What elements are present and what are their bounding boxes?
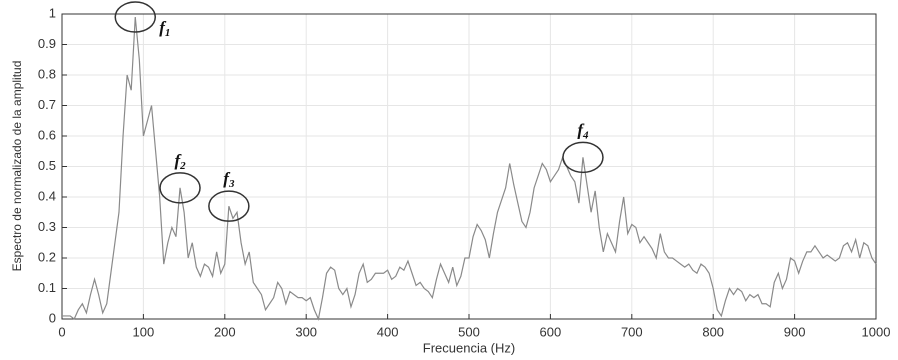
x-tick-label: 900 (784, 324, 806, 339)
annotation-letter: f (223, 169, 231, 188)
annotation-circle (562, 141, 604, 174)
annotation-circle (159, 172, 201, 204)
x-tick-label: 1000 (862, 324, 891, 339)
x-tick-label: 100 (133, 324, 155, 339)
y-tick-label: 0.7 (38, 97, 56, 112)
x-tick-label: 0 (58, 324, 65, 339)
x-tick-label: 400 (377, 324, 399, 339)
y-tick-label: 0.4 (38, 188, 56, 203)
data-line (62, 16, 877, 321)
x-tick-label: 800 (702, 324, 724, 339)
y-tick-label: 0.8 (38, 66, 56, 81)
y-tick-label: 0 (49, 310, 56, 325)
annotation-label: f1 (159, 18, 170, 39)
annotation-label: f3 (223, 169, 235, 190)
axes-box (61, 13, 877, 320)
annotation-circle (208, 190, 250, 222)
x-tick-label: 700 (621, 324, 643, 339)
x-tick-label: 200 (214, 324, 236, 339)
x-tick-label: 500 (458, 324, 480, 339)
y-tick-label: 0.9 (38, 36, 56, 51)
annotation-letter: f (577, 120, 585, 139)
y-tick-label: 0.6 (38, 127, 56, 142)
y-tick-label: 1 (49, 5, 56, 20)
annotation-letter: f (159, 18, 167, 37)
y-tick-label: 0.2 (38, 249, 56, 264)
annotation-circle (114, 1, 157, 33)
annotation-subscript: 2 (179, 159, 186, 171)
x-axis-label: Frecuencia (Hz) (423, 340, 515, 355)
annotation-label: f2 (174, 151, 186, 172)
x-tick-label: 300 (295, 324, 317, 339)
annotation-subscript: 4 (582, 129, 589, 141)
y-axis-label: Espectro de normalizado de la amplitud (10, 61, 24, 272)
annotation-subscript: 1 (165, 27, 171, 39)
annotation-label: f4 (577, 120, 589, 141)
annotation-subscript: 3 (228, 178, 235, 190)
y-tick-label: 0.3 (38, 219, 56, 234)
annotation-letter: f (174, 151, 182, 170)
y-tick-label: 0.1 (38, 280, 56, 295)
x-tick-label: 600 (540, 324, 562, 339)
y-tick-label: 0.5 (38, 158, 56, 173)
